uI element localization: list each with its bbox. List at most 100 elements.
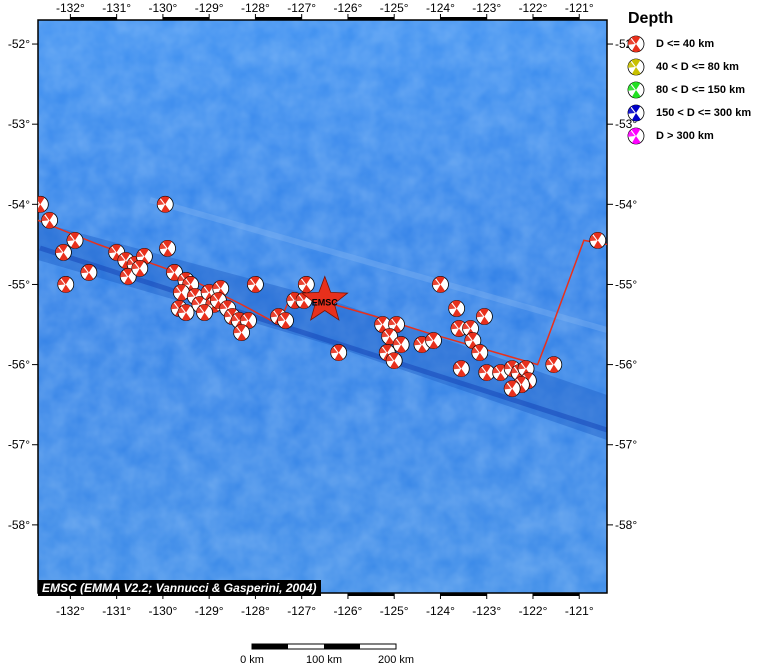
- earthquake-beachball: [247, 276, 264, 293]
- earthquake-beachball: [471, 344, 489, 361]
- legend-item: D > 300 km: [626, 124, 764, 147]
- lon-label-bottom: -132°: [56, 604, 85, 618]
- depth-legend: Depth D <= 40 km 40 < D <= 80 km 80 < D <=…: [626, 10, 764, 147]
- lon-label-top: -129°: [195, 1, 224, 15]
- earthquake-beachball: [131, 260, 149, 277]
- lat-label-right: -53°: [615, 117, 637, 131]
- lat-label-left: -53°: [8, 117, 30, 131]
- frame-bar: [162, 17, 210, 20]
- earthquake-beachball: [464, 332, 482, 349]
- earthquake-beachball: [196, 304, 213, 321]
- earthquake-beachball: [297, 276, 315, 293]
- scale-label-200: 200 km: [377, 654, 415, 666]
- earthquake-beachball: [385, 352, 403, 369]
- legend-item: 40 < D <= 80 km: [626, 55, 764, 78]
- lon-label-bottom: -129°: [195, 604, 224, 618]
- epicenter-label: EMSC: [312, 297, 339, 307]
- legend-beachball-icon: [627, 81, 645, 98]
- legend-label: D <= 40 km: [656, 37, 715, 50]
- lon-label-bottom: -124°: [426, 604, 455, 618]
- lon-label-top: -130°: [148, 1, 177, 15]
- scale-label-0: 0 km: [240, 654, 264, 666]
- earthquake-beachball: [478, 364, 496, 382]
- scale-bar-segment: [252, 644, 288, 649]
- earthquake-events: [38, 195, 607, 398]
- frame-bar: [347, 17, 395, 20]
- lon-label-bottom: -127°: [287, 604, 316, 618]
- earthquake-beachball: [589, 231, 607, 249]
- lat-label-right: -58°: [615, 518, 637, 532]
- lat-label-left: -55°: [8, 277, 30, 291]
- earthquake-beachball: [432, 276, 449, 293]
- earthquake-beachball: [545, 356, 563, 374]
- legend-label: D > 300 km: [656, 129, 714, 142]
- lon-label-bottom: -131°: [102, 604, 131, 618]
- earthquake-beachball: [392, 336, 410, 353]
- lon-label-top: -125°: [380, 1, 409, 15]
- lon-label-top: -126°: [334, 1, 363, 15]
- lat-label-left: -54°: [8, 197, 30, 211]
- legend-items: D <= 40 km 40 < D <= 80 km 80 < D <= 150 k…: [626, 32, 764, 147]
- earthquake-beachball: [80, 264, 98, 281]
- lon-label-top: -124°: [426, 1, 455, 15]
- earthquake-beachball: [452, 360, 470, 378]
- earthquake-beachball: [173, 284, 190, 301]
- earthquake-beachball: [277, 312, 294, 329]
- frame-bar: [70, 17, 117, 20]
- scale-bar-graphic: [251, 643, 397, 650]
- earthquake-beachball: [388, 316, 405, 333]
- frame-bar: [255, 17, 302, 20]
- earthquake-beachball: [233, 324, 250, 341]
- lat-label-left: -58°: [8, 518, 30, 532]
- lat-label-left: -52°: [8, 37, 30, 51]
- earthquake-beachball: [159, 239, 176, 257]
- lon-label-top: -132°: [56, 1, 85, 15]
- scale-bar-segment: [324, 644, 360, 649]
- legend-item: 150 < D <= 300 km: [626, 101, 764, 124]
- lon-label-top: -121°: [565, 1, 594, 15]
- epicenter-marker: EMSC: [300, 275, 349, 321]
- lon-label-top: -127°: [287, 1, 316, 15]
- legend-beachball-icon: [627, 104, 645, 121]
- map-border: [37, 19, 608, 594]
- lon-label-bottom: -123°: [472, 604, 501, 618]
- lat-label-left: -56°: [8, 358, 30, 372]
- earthquake-beachball: [177, 304, 195, 321]
- earthquake-beachball: [450, 320, 468, 337]
- legend-item: 80 < D <= 150 km: [626, 78, 764, 101]
- earthquake-beachball: [156, 195, 174, 213]
- frame-bar: [532, 593, 580, 596]
- lon-label-bottom: -126°: [334, 604, 363, 618]
- lon-label-top: -122°: [519, 1, 548, 15]
- epicenter-star: [300, 275, 349, 321]
- lon-label-bottom: -122°: [519, 604, 548, 618]
- lat-label-right: -56°: [615, 358, 637, 372]
- earthquake-beachball: [476, 308, 493, 325]
- legend-beachball-icon: [627, 35, 645, 52]
- lon-label-top: -123°: [472, 1, 501, 15]
- earthquake-beachball: [135, 248, 153, 265]
- legend-label: 150 < D <= 300 km: [656, 106, 752, 119]
- legend-beachball: [627, 58, 645, 75]
- earthquake-beachball: [330, 344, 348, 361]
- frame-bar: [440, 17, 487, 20]
- legend-title: Depth: [628, 10, 674, 27]
- map-credit: EMSC (EMMA V2.2; Vannucci & Gasperini, 2…: [38, 580, 321, 596]
- scale-label-100: 100 km: [305, 654, 343, 666]
- lon-label-bottom: -128°: [241, 604, 270, 618]
- lat-label-right: -54°: [615, 197, 637, 211]
- lat-label-right: -57°: [615, 438, 637, 452]
- earthquake-beachball: [57, 276, 75, 293]
- lon-label-bottom: -121°: [565, 604, 594, 618]
- frame-bar: [347, 593, 395, 596]
- earthquake-beachball: [448, 300, 466, 317]
- earthquake-beachball: [166, 264, 183, 281]
- earthquake-beachball: [41, 211, 58, 229]
- legend-beachball-icon: [627, 58, 645, 75]
- legend-beachball: [627, 127, 645, 144]
- legend-beachball: [627, 104, 645, 121]
- lon-label-top: -128°: [241, 1, 270, 15]
- legend-beachball: [627, 35, 645, 52]
- lat-label-right: -55°: [615, 277, 637, 291]
